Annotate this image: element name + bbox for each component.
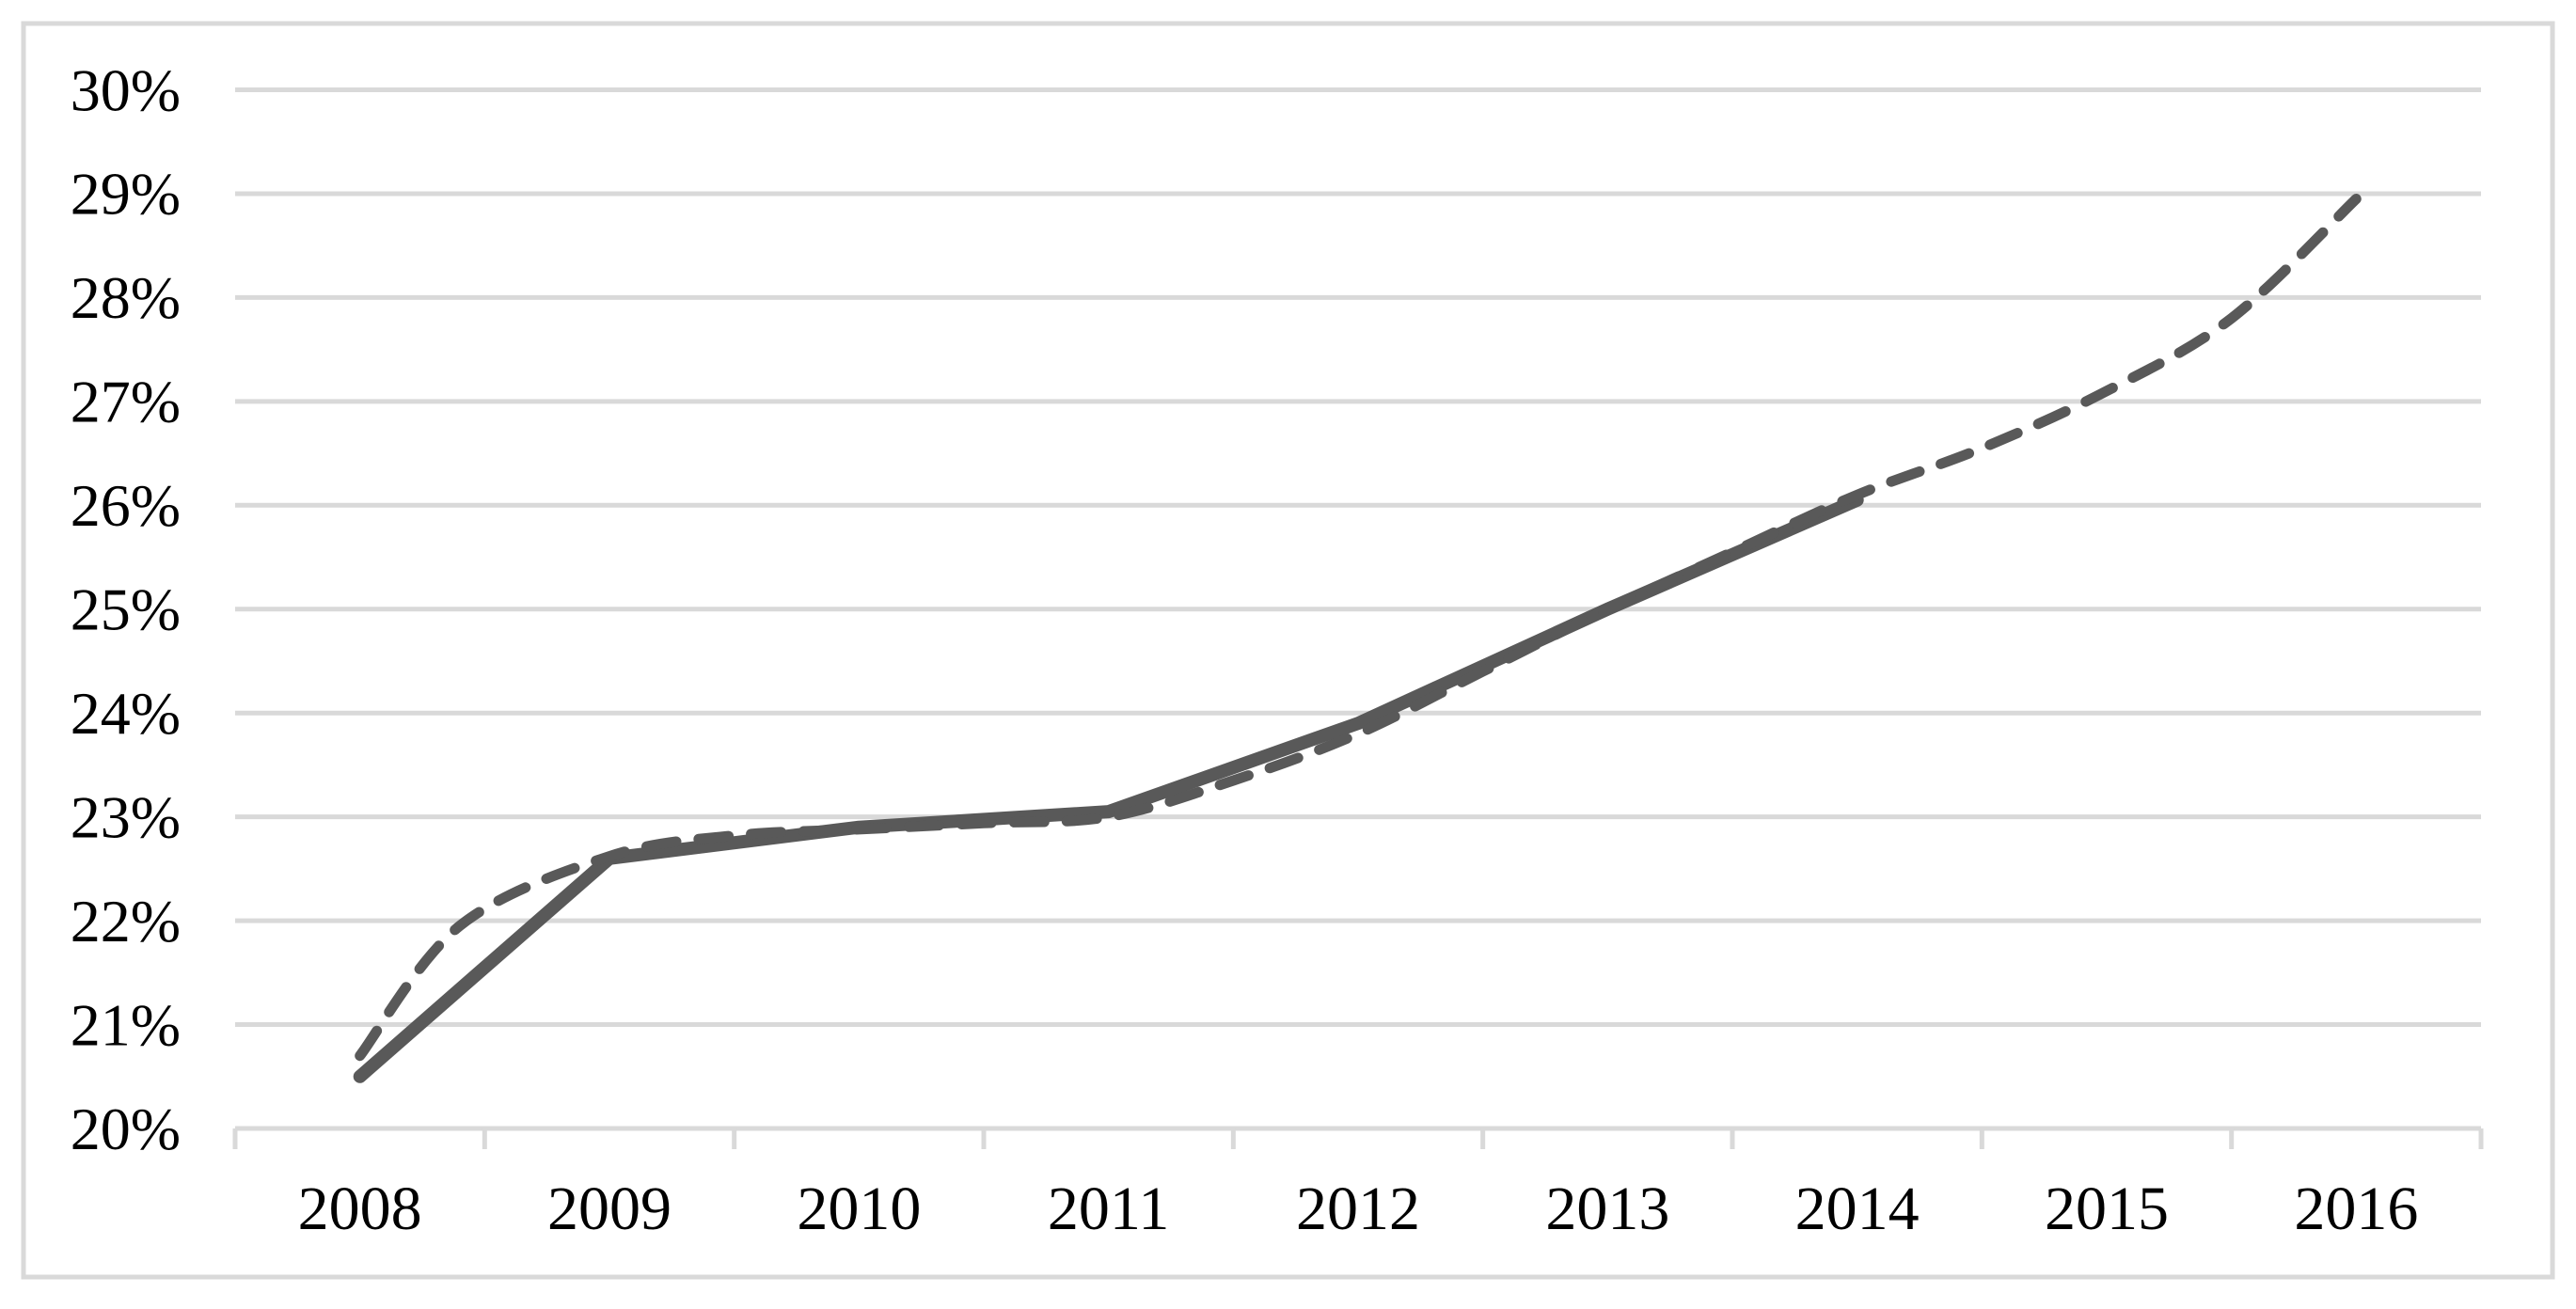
y-axis-tick-label: 21% [71,991,181,1058]
x-axis-category-label: 2012 [1296,1175,1420,1243]
x-axis-category-label: 2015 [2045,1175,2169,1243]
x-axis-category-label: 2009 [547,1175,672,1243]
y-axis-tick-label: 22% [71,888,181,954]
series-line-dashed [355,194,2362,1062]
y-axis-tick-label: 25% [71,576,181,643]
y-axis-tick-label: 24% [71,680,181,747]
x-axis-category-label: 2010 [797,1175,921,1243]
x-axis-category-label: 2011 [1048,1175,1170,1243]
x-axis-category-label: 2016 [2294,1175,2418,1243]
x-axis-category-label: 2013 [1545,1175,1669,1243]
y-axis-tick-label: 28% [71,264,181,331]
y-axis-tick-label: 23% [71,783,181,850]
y-axis-tick-label: 29% [71,161,181,228]
y-axis-tick-label: 30% [71,56,181,123]
y-axis-tick-label: 27% [71,369,181,435]
chart-border [21,21,2555,1280]
x-axis-category-label: 2014 [1795,1175,1920,1243]
y-axis-tick-label: 26% [71,472,181,539]
y-axis-tick-label: 20% [71,1096,181,1162]
x-axis-category-label: 2008 [298,1175,422,1243]
